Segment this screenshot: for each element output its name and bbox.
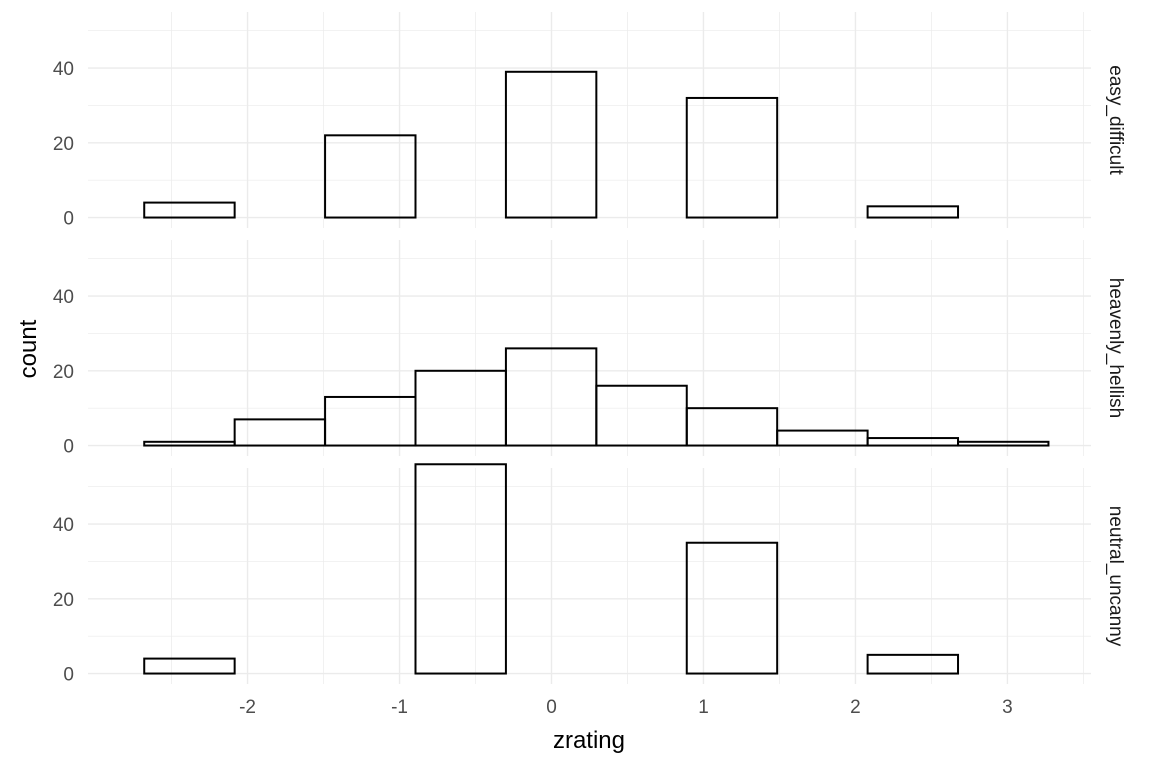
x-tick-label: 1 [698, 697, 709, 718]
y-tick-label: 40 [53, 287, 74, 308]
y-tick-label: 0 [63, 209, 74, 230]
histogram-bar [324, 395, 417, 447]
histogram-bar [143, 657, 236, 675]
histogram-bar [866, 205, 960, 219]
y-tick-label: 0 [63, 437, 74, 458]
x-axis-ticks: -2 -1 0 1 2 3 [239, 697, 1013, 718]
histogram-bar [685, 96, 779, 219]
histogram-bar [324, 134, 417, 219]
x-tick-label: 3 [1002, 697, 1013, 718]
x-axis-title: zrating [553, 727, 625, 754]
histogram-bar [143, 201, 236, 219]
facet-strip-label: neutral_uncanny [1105, 506, 1126, 647]
facet-panel-neutral_uncanny: 0 20 40 neutral_uncanny [53, 463, 1126, 686]
histogram-bar [685, 541, 779, 675]
histogram-bar [957, 440, 1050, 447]
histogram-bar [595, 384, 688, 447]
y-tick-label: 20 [53, 590, 74, 611]
y-tick-label: 40 [53, 59, 74, 80]
x-tick-label: 2 [850, 697, 861, 718]
x-tick-label: -1 [391, 697, 408, 718]
facet-panel-heavenly_hellish: 0 20 40 heavenly_hellish [53, 240, 1126, 458]
x-tick-label: -2 [239, 697, 256, 718]
histogram-bar [776, 429, 869, 447]
facet-panel-easy_difficult: 0 20 40 easy_difficult [53, 12, 1126, 230]
facet-strip-label: easy_difficult [1105, 65, 1126, 175]
y-tick-label: 20 [53, 362, 74, 383]
histogram-bar [414, 463, 507, 675]
histogram-bar [866, 437, 960, 447]
histogram-bar [685, 407, 779, 447]
y-tick-label: 40 [53, 515, 74, 536]
x-tick-label: 0 [546, 697, 557, 718]
histogram-bar [866, 653, 960, 675]
histogram-bar [143, 440, 236, 447]
histogram-bar [504, 70, 598, 219]
y-tick-label: 0 [63, 665, 74, 686]
facet-strip-label: heavenly_hellish [1105, 278, 1126, 419]
y-axis-title: count [15, 319, 42, 378]
y-tick-label: 20 [53, 134, 74, 155]
